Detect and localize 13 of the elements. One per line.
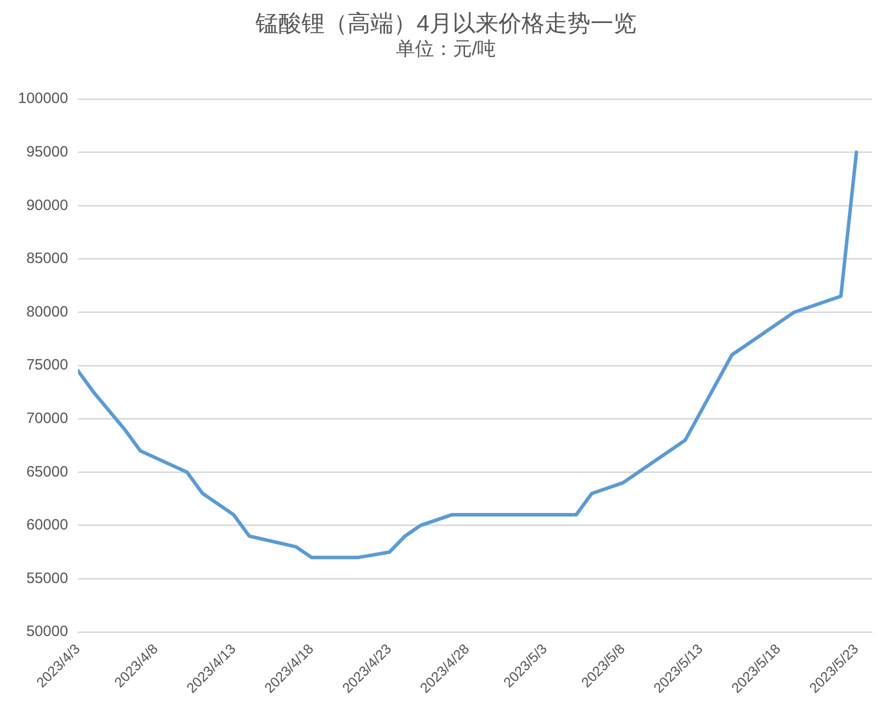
y-tick-label: 50000 xyxy=(26,623,68,640)
y-tick-label: 60000 xyxy=(26,516,68,534)
y-tick-label: 80000 xyxy=(26,303,68,320)
chart-title: 锰酸锂（高端）4月以来价格走势一览 xyxy=(254,9,638,38)
y-tick-label: 70000 xyxy=(26,410,68,427)
chart-subtitle: 单位：元/吨 xyxy=(394,38,498,62)
y-tick-label: 100000 xyxy=(18,90,68,108)
y-tick-label: 55000 xyxy=(26,570,68,587)
y-tick-label: 65000 xyxy=(26,463,68,480)
y-tick-label: 75000 xyxy=(26,356,68,374)
y-tick-label: 95000 xyxy=(26,143,68,160)
y-tick-label: 90000 xyxy=(26,196,68,214)
y-tick-label: 85000 xyxy=(26,250,68,268)
